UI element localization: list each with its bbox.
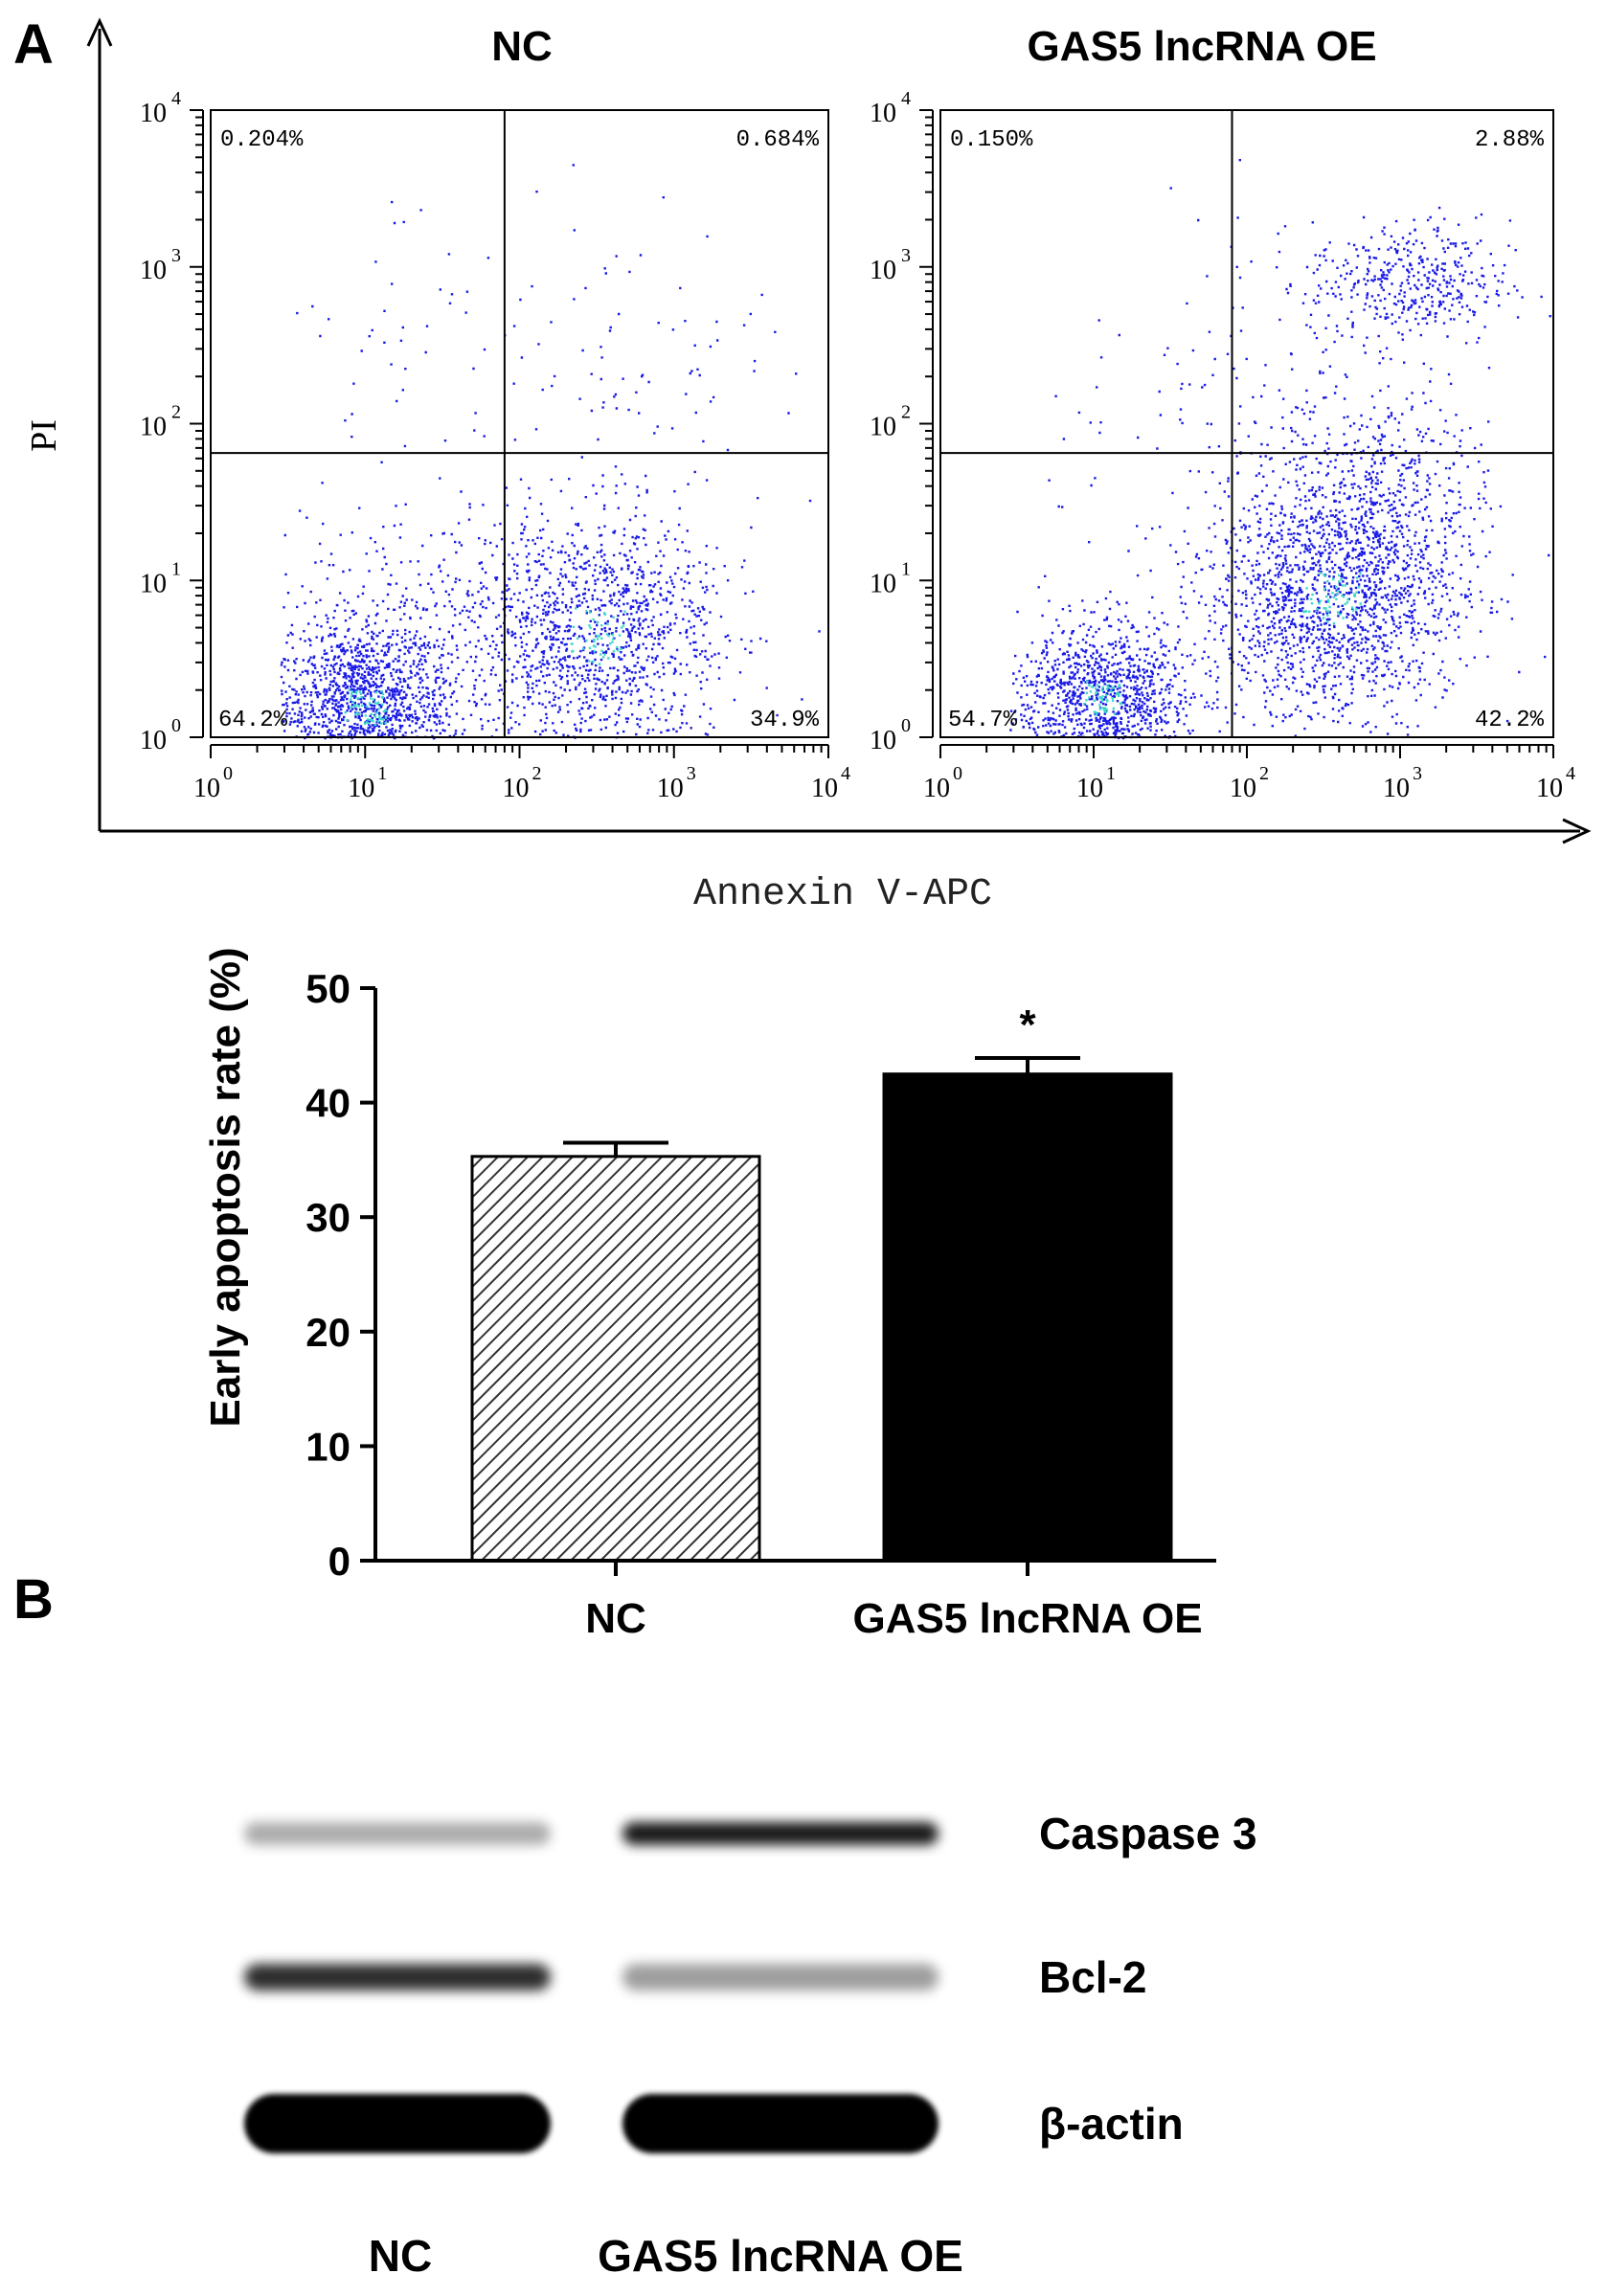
blot-lane-label: NC bbox=[369, 2231, 432, 2281]
quadrant-lr-nc: 34.9% bbox=[750, 708, 820, 733]
blot-band-label: Caspase 3 bbox=[1039, 1809, 1257, 1858]
y-tick-exponent: 1 bbox=[901, 558, 911, 579]
flow-plot-gas5: GAS5 lncRNA OE 0.150% 2.88% 54.7% 42.2% … bbox=[870, 23, 1575, 803]
western-blot: Caspase 3 Bcl-2 β-actin NC GAS5 lncRNA OE bbox=[244, 1809, 1257, 2281]
y-tick-label: 10 bbox=[140, 726, 167, 755]
event-dots bbox=[1009, 159, 1551, 740]
y-tick-exponent: 3 bbox=[171, 245, 181, 266]
quadrant-ul-nc: 0.204% bbox=[220, 127, 304, 153]
flow-y-axis-label: PI bbox=[24, 419, 64, 452]
bar-y-tick-label: 40 bbox=[305, 1081, 351, 1126]
x-tick-label: 10 bbox=[1076, 774, 1103, 803]
bar-x-tick-label: GAS5 lncRNA OE bbox=[852, 1595, 1202, 1642]
y-tick-exponent: 4 bbox=[171, 88, 181, 109]
quadrant-lr-gas5: 42.2% bbox=[1475, 708, 1545, 733]
x-tick-exponent: 2 bbox=[1259, 763, 1269, 784]
bar-x-labels: NC GAS5 lncRNA OE bbox=[585, 1561, 1203, 1642]
y-tick-label: 10 bbox=[870, 726, 896, 755]
dense-event-dots bbox=[344, 607, 626, 727]
x-tick-label: 10 bbox=[923, 774, 950, 803]
bar-chart: Early apoptosis rate (%) 0 10 20 30 40 50 * N… bbox=[202, 947, 1216, 1642]
y-tick-label: 10 bbox=[870, 413, 896, 442]
y-tick-label: 10 bbox=[140, 99, 167, 128]
x-tick-label: 10 bbox=[657, 774, 684, 803]
x-tick-exponent: 0 bbox=[223, 763, 233, 784]
flow-ticks-nc: 10 010 010 110 110 210 210 310 310 410 4 bbox=[140, 88, 850, 803]
x-tick-exponent: 4 bbox=[841, 763, 850, 784]
y-tick-exponent: 1 bbox=[171, 558, 181, 579]
flow-plot-nc: NC 0.204% 0.684% 64.2% 34.9% 10 010 010 110… bbox=[140, 23, 850, 803]
y-tick-exponent: 2 bbox=[901, 402, 911, 423]
blot-band bbox=[622, 1822, 939, 1845]
bar-x-tick-label: NC bbox=[585, 1595, 646, 1642]
flow-dots-gas5 bbox=[1009, 159, 1551, 740]
quadrant-ll-nc: 64.2% bbox=[218, 708, 288, 733]
bar-y-tick-label: 50 bbox=[305, 966, 351, 1011]
blot-band bbox=[622, 2094, 939, 2153]
x-tick-exponent: 4 bbox=[1566, 763, 1575, 784]
y-tick-label: 10 bbox=[870, 569, 896, 598]
blot-band bbox=[244, 1822, 551, 1845]
y-tick-label: 10 bbox=[870, 99, 896, 128]
quadrant-ul-gas5: 0.150% bbox=[950, 127, 1033, 153]
y-tick-label: 10 bbox=[140, 413, 167, 442]
bar-y-ticks: 0 10 20 30 40 50 bbox=[305, 966, 375, 1584]
y-tick-exponent: 0 bbox=[171, 715, 181, 736]
x-tick-label: 10 bbox=[811, 774, 838, 803]
bar-y-tick-label: 0 bbox=[328, 1539, 351, 1584]
quadrant-ll-gas5: 54.7% bbox=[948, 708, 1018, 733]
bar-axes bbox=[373, 988, 1216, 1563]
blot-band-label: β-actin bbox=[1039, 2099, 1184, 2149]
y-tick-exponent: 0 bbox=[901, 715, 911, 736]
x-tick-exponent: 3 bbox=[1413, 763, 1422, 784]
x-tick-label: 10 bbox=[1230, 774, 1256, 803]
blot-band-label: Bcl-2 bbox=[1039, 1952, 1146, 2002]
bar-y-axis-label: Early apoptosis rate (%) bbox=[202, 947, 249, 1427]
y-tick-exponent: 4 bbox=[901, 88, 911, 109]
outer-x-arrow bbox=[1562, 818, 1592, 844]
flow-frame-nc bbox=[210, 109, 829, 738]
bar-marks: * bbox=[470, 1002, 1173, 1563]
blot-band bbox=[244, 1964, 551, 1991]
flow-ticks-gas5: 10 010 010 110 110 210 210 310 310 410 4 bbox=[870, 88, 1575, 803]
x-tick-exponent: 2 bbox=[532, 763, 542, 784]
flow-title-gas5: GAS5 lncRNA OE bbox=[1027, 23, 1376, 70]
panel-label-b: B bbox=[13, 1568, 54, 1631]
bar-y-tick-label: 10 bbox=[305, 1424, 351, 1469]
blot-band bbox=[244, 2094, 551, 2153]
flow-title-nc: NC bbox=[491, 23, 553, 70]
flow-x-axis-label: Annexin V-APC bbox=[693, 873, 992, 916]
blot-lane-label: GAS5 lncRNA OE bbox=[598, 2231, 963, 2281]
x-tick-label: 10 bbox=[1536, 774, 1563, 803]
bar bbox=[470, 1155, 761, 1563]
bar bbox=[882, 1072, 1173, 1563]
flow-frame-gas5 bbox=[939, 109, 1554, 738]
event-dots bbox=[280, 164, 821, 740]
bar-y-tick-label: 30 bbox=[305, 1195, 351, 1240]
blot-band bbox=[622, 1964, 939, 1991]
significance-star: * bbox=[1019, 1002, 1036, 1048]
quadrant-ur-gas5: 2.88% bbox=[1475, 127, 1545, 153]
panel-label-a: A bbox=[13, 13, 54, 76]
x-tick-exponent: 1 bbox=[1106, 763, 1116, 784]
y-tick-exponent: 2 bbox=[171, 402, 181, 423]
flow-dots-nc bbox=[280, 164, 821, 740]
x-tick-exponent: 0 bbox=[953, 763, 962, 784]
x-tick-label: 10 bbox=[1383, 774, 1410, 803]
flow-outer-axes bbox=[86, 17, 1592, 844]
quadrant-ur-nc: 0.684% bbox=[736, 127, 820, 153]
y-tick-label: 10 bbox=[140, 569, 167, 598]
outer-y-arrow bbox=[86, 17, 113, 47]
x-tick-exponent: 1 bbox=[377, 763, 387, 784]
y-tick-exponent: 3 bbox=[901, 245, 911, 266]
x-tick-label: 10 bbox=[503, 774, 530, 803]
x-tick-exponent: 3 bbox=[687, 763, 696, 784]
bar-y-tick-label: 20 bbox=[305, 1310, 351, 1355]
x-tick-label: 10 bbox=[348, 774, 374, 803]
x-tick-label: 10 bbox=[193, 774, 220, 803]
y-tick-label: 10 bbox=[140, 256, 167, 285]
y-tick-label: 10 bbox=[870, 256, 896, 285]
